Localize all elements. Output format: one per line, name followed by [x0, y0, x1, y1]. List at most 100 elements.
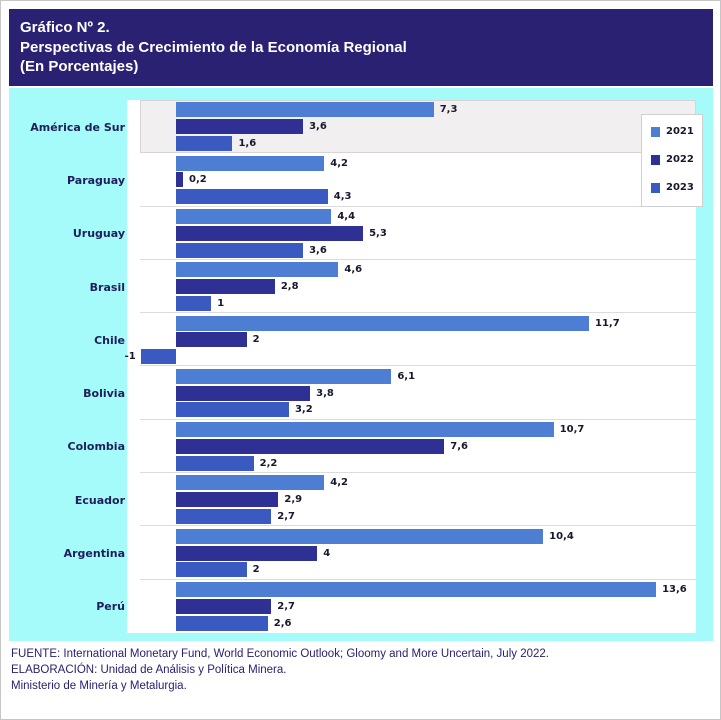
bar-2022: [176, 598, 272, 614]
source-line: FUENTE: International Monetary Fund, Wor…: [11, 648, 549, 660]
bar-value-label: 4,2: [330, 157, 348, 169]
category-label: Chile: [94, 333, 125, 347]
bar-value-label: 2: [252, 564, 260, 576]
title-line-3: (En Porcentajes): [20, 58, 139, 75]
legend-swatch-icon: [651, 126, 660, 137]
bar-2023: [176, 402, 289, 418]
plot-area: 7,3 3,6 1,6 4,2 0,2 4,3 4,4 5,3 3,6 4,6 2,8 1 11,7 2 -…: [125, 100, 703, 633]
bar-2022: [176, 438, 445, 454]
bar-2022: [176, 545, 318, 561]
bar-value-label: 4,3: [333, 191, 352, 203]
bar-value-label: 3,8: [316, 387, 334, 399]
bar-value-label: 3,2: [294, 404, 313, 416]
bar-value-label: 3,6: [309, 121, 327, 133]
bar-value-label: 6,1: [397, 370, 416, 382]
legend-entry: 2021: [651, 125, 702, 138]
bar-2023: [176, 295, 212, 311]
category-label: Brasil: [89, 280, 125, 294]
bar-2022: [176, 172, 184, 188]
bar-2021: [176, 155, 325, 171]
bar-2021: [176, 368, 392, 384]
bar-value-label: 11,7: [595, 317, 620, 329]
bar-2022: [176, 225, 364, 241]
legend-label: 2021: [666, 126, 694, 137]
bar-2022: [176, 279, 275, 295]
bar-2023: [140, 349, 176, 365]
category-label: Ecuador: [74, 493, 125, 507]
bar-2021: [176, 262, 339, 278]
ministry-line: Ministerio de Minería y Metalurgia.: [11, 680, 187, 692]
grid-row: [140, 260, 696, 314]
legend-swatch-icon: [651, 182, 660, 193]
grid-row: [140, 526, 696, 580]
bar-2021: [176, 582, 657, 598]
bar-2022: [176, 332, 247, 348]
bar-value-label: 10,4: [549, 530, 574, 542]
title-line-1: Gráfico Nº 2.: [20, 19, 110, 36]
category-axis: América de Sur Paraguay Uruguay Brasil Chile…: [11, 100, 125, 633]
source-notes: FUENTE: International Monetary Fund, Wor…: [11, 646, 711, 694]
bar-2021: [176, 208, 332, 224]
grid-row: [140, 153, 696, 207]
bar-value-label: 2,8: [280, 281, 299, 293]
bar-2021: [176, 475, 325, 491]
bar-2021: [176, 315, 589, 331]
bar-value-label: -1: [124, 351, 136, 363]
legend-label: 2022: [666, 154, 694, 165]
bar-2021: [176, 102, 434, 118]
bar-rows: 7,3 3,6 1,6 4,2 0,2 4,3 4,4 5,3 3,6 4,6 2,8 1 11,7 2 -…: [125, 100, 696, 633]
bar-value-label: 1,6: [238, 137, 257, 149]
grid-row: [140, 313, 696, 367]
bar-2022: [176, 119, 304, 135]
category-label: Paraguay: [67, 173, 125, 187]
bar-value-label: 7,6: [450, 440, 468, 452]
bar-value-label: 2,2: [259, 457, 278, 469]
legend-entry: 2023: [651, 181, 702, 194]
category-label: América de Sur: [30, 120, 125, 134]
bar-2023: [176, 509, 272, 525]
legend-swatch-icon: [651, 154, 660, 165]
bar-value-label: 2,7: [277, 511, 296, 523]
category-label: Colombia: [67, 440, 126, 454]
bar-value-label: 4,6: [344, 264, 363, 276]
bar-2022: [176, 385, 311, 401]
bar-value-label: 7,3: [439, 104, 458, 116]
bar-2023: [176, 135, 233, 151]
category-label: Argentina: [63, 547, 125, 561]
bar-2022: [176, 492, 279, 508]
bar-value-label: 4,4: [337, 210, 356, 222]
chart-panel: América de Sur Paraguay Uruguay Brasil Chile…: [9, 88, 713, 641]
bar-value-label: 5,3: [369, 227, 387, 239]
category-label: Perú: [96, 600, 125, 614]
grid-row: [140, 473, 696, 527]
chart-title-banner: Gráfico Nº 2. Perspectivas de Crecimient…: [9, 9, 713, 86]
grid-row: [140, 207, 696, 260]
bar-value-label: 13,6: [662, 584, 687, 596]
bar-value-label: 0,2: [189, 174, 207, 186]
bar-value-label: 3,6: [309, 244, 327, 256]
grid-row: [140, 367, 696, 420]
legend: 2021 2022 2023: [641, 114, 703, 207]
legend-label: 2023: [666, 182, 694, 193]
bar-2023: [176, 615, 268, 631]
elaboration-line: ELABORACIÓN: Unidad de Análisis y Políti…: [11, 664, 287, 676]
bar-2021: [176, 528, 544, 544]
grid-row: [140, 420, 696, 474]
bar-2021: [176, 422, 554, 438]
bar-value-label: 1: [217, 297, 225, 309]
bar-2023: [176, 242, 304, 258]
title-line-2: Perspectivas de Crecimiento de la Econom…: [20, 38, 407, 56]
category-label: Bolivia: [83, 387, 125, 401]
category-label: Uruguay: [72, 227, 125, 241]
legend-entry: 2022: [651, 153, 702, 166]
bar-value-label: 2,7: [277, 600, 296, 612]
bar-value-label: 4: [323, 547, 331, 559]
bar-value-label: 2: [252, 334, 260, 346]
bar-value-label: 4,2: [330, 477, 348, 489]
bar-value-label: 10,7: [559, 424, 585, 436]
bar-2023: [176, 562, 247, 578]
bar-value-label: 2,9: [284, 494, 303, 506]
bar-value-label: 2,6: [273, 617, 292, 629]
bar-2023: [176, 455, 254, 471]
